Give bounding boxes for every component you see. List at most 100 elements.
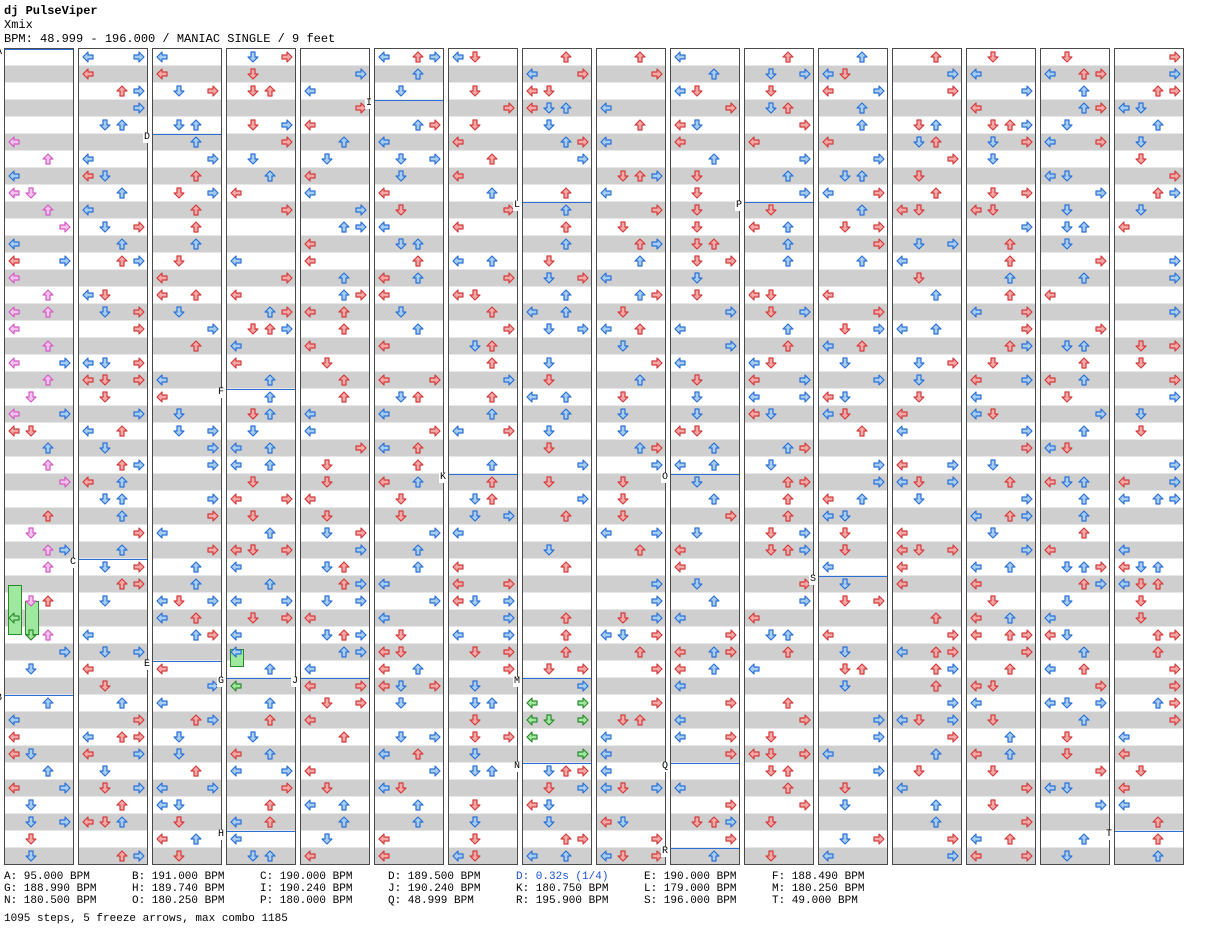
step-arrow — [946, 475, 960, 489]
step-arrow — [303, 764, 317, 778]
step-arrow — [303, 798, 317, 812]
step-arrow — [115, 254, 129, 268]
chart-row — [523, 644, 591, 661]
chart-column: S — [818, 48, 888, 865]
chart-row — [597, 66, 665, 83]
step-arrow — [1117, 492, 1131, 506]
step-arrow — [263, 747, 277, 761]
step-arrow — [633, 322, 647, 336]
bpm-entry: I: 190.240 BPM — [260, 883, 388, 895]
step-arrow — [189, 203, 203, 217]
step-arrow — [1020, 118, 1034, 132]
step-arrow — [747, 288, 761, 302]
chart-row — [597, 814, 665, 831]
step-arrow — [969, 577, 983, 591]
step-arrow — [1151, 832, 1165, 846]
chart-row — [597, 355, 665, 372]
step-arrow — [303, 679, 317, 693]
chart-row — [745, 338, 813, 355]
chart-row — [523, 168, 591, 185]
step-arrow — [1168, 713, 1182, 727]
step-arrow — [855, 424, 869, 438]
chart-row — [1115, 253, 1183, 270]
chart-row — [5, 134, 73, 151]
chart-row — [671, 610, 739, 627]
step-arrow — [394, 390, 408, 404]
chart-row — [893, 678, 961, 695]
step-arrow — [263, 373, 277, 387]
chart-row — [523, 270, 591, 287]
step-arrow — [98, 560, 112, 574]
chart-row — [375, 576, 443, 593]
chart-row — [745, 661, 813, 678]
step-arrow — [969, 832, 983, 846]
step-arrow — [98, 356, 112, 370]
step-arrow — [986, 798, 1000, 812]
chart-row — [1115, 797, 1183, 814]
chart-row — [449, 627, 517, 644]
step-arrow — [155, 798, 169, 812]
step-arrow — [263, 322, 277, 336]
step-arrow — [747, 390, 761, 404]
step-arrow — [1060, 339, 1074, 353]
step-arrow — [502, 662, 516, 676]
step-arrow — [1168, 679, 1182, 693]
chart-row — [153, 457, 221, 474]
chart-row — [449, 134, 517, 151]
chart-row — [819, 219, 887, 236]
step-arrow — [599, 186, 613, 200]
step-arrow — [115, 509, 129, 523]
chart-row — [153, 576, 221, 593]
step-arrow — [411, 458, 425, 472]
chart-row — [227, 729, 295, 746]
step-arrow — [1168, 628, 1182, 642]
step-arrow — [616, 220, 630, 234]
chart-row — [1041, 253, 1109, 270]
step-arrow — [1151, 577, 1165, 591]
step-arrow — [1060, 475, 1074, 489]
step-arrow — [502, 730, 516, 744]
chart-row — [671, 185, 739, 202]
chart-row — [227, 610, 295, 627]
chart-row — [227, 83, 295, 100]
step-arrow — [821, 492, 835, 506]
chart-row — [5, 253, 73, 270]
bpm-marker-line — [523, 678, 591, 679]
step-arrow — [172, 730, 186, 744]
chart-row — [745, 712, 813, 729]
step-arrow — [1060, 441, 1074, 455]
chart-row — [449, 542, 517, 559]
step-arrow — [280, 50, 294, 64]
chart-row — [375, 66, 443, 83]
step-arrow — [946, 458, 960, 472]
chart-row — [745, 355, 813, 372]
bpm-marker-label: M — [513, 677, 521, 687]
step-arrow — [7, 186, 21, 200]
chart-row — [449, 729, 517, 746]
bpm-marker-line — [227, 831, 295, 832]
step-arrow — [912, 492, 926, 506]
chart-row — [301, 185, 369, 202]
step-arrow — [81, 203, 95, 217]
chart-row — [1115, 389, 1183, 406]
step-arrow — [468, 509, 482, 523]
step-arrow — [1060, 390, 1074, 404]
step-arrow — [354, 594, 368, 608]
chart-row — [301, 610, 369, 627]
chart-row — [1041, 423, 1109, 440]
step-arrow — [707, 441, 721, 455]
chart-row — [745, 542, 813, 559]
step-arrow — [468, 84, 482, 98]
step-arrow — [707, 67, 721, 81]
step-arrow — [576, 696, 590, 710]
chart-row — [597, 202, 665, 219]
step-arrow — [502, 271, 516, 285]
step-arrow — [189, 713, 203, 727]
chart-row — [449, 559, 517, 576]
chart-row — [893, 406, 961, 423]
step-arrow — [781, 628, 795, 642]
chart-row — [5, 848, 73, 864]
bpm-marker-line — [153, 134, 221, 135]
chart-row — [523, 576, 591, 593]
chart-row — [79, 287, 147, 304]
